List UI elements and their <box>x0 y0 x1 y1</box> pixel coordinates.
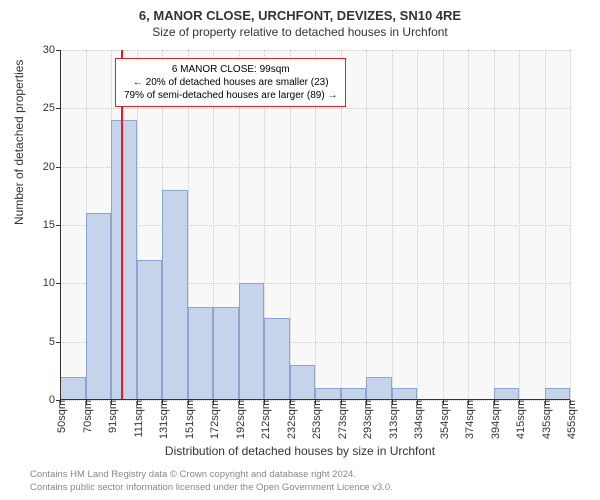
xtick-label: 70sqm <box>80 400 94 433</box>
histogram-bar <box>137 260 163 400</box>
y-axis-label: Number of detached properties <box>12 60 26 225</box>
histogram-bar <box>213 307 239 400</box>
xtick-label: 212sqm <box>258 400 272 439</box>
gridline-v <box>519 50 520 400</box>
footer-credits: Contains HM Land Registry data © Crown c… <box>30 469 393 494</box>
histogram-bar <box>264 318 290 400</box>
annotation-line2: ← 20% of detached houses are smaller (23… <box>124 76 337 89</box>
gridline-v <box>417 50 418 400</box>
xtick-label: 192sqm <box>233 400 247 439</box>
annotation-line3: 79% of semi-detached houses are larger (… <box>124 89 337 102</box>
xtick-label: 374sqm <box>462 400 476 439</box>
gridline-v <box>494 50 495 400</box>
histogram-bar <box>86 213 112 400</box>
title-subtitle: Size of property relative to detached ho… <box>0 23 600 39</box>
chart-container: 6, MANOR CLOSE, URCHFONT, DEVIZES, SN10 … <box>0 0 600 500</box>
x-axis-label: Distribution of detached houses by size … <box>0 444 600 458</box>
gridline-v <box>443 50 444 400</box>
xtick-label: 293sqm <box>360 400 374 439</box>
footer-line2: Contains public sector information licen… <box>30 482 393 494</box>
histogram-bar <box>188 307 214 400</box>
gridline-v <box>392 50 393 400</box>
histogram-bar <box>162 190 188 400</box>
title-address: 6, MANOR CLOSE, URCHFONT, DEVIZES, SN10 … <box>0 0 600 23</box>
xtick-label: 334sqm <box>411 400 425 439</box>
histogram-bar <box>111 120 137 400</box>
xtick-label: 415sqm <box>513 400 527 439</box>
gridline-v <box>545 50 546 400</box>
annotation-box: 6 MANOR CLOSE: 99sqm← 20% of detached ho… <box>115 58 346 107</box>
gridline-v <box>366 50 367 400</box>
histogram-bar <box>290 365 316 400</box>
annotation-line1: 6 MANOR CLOSE: 99sqm <box>124 63 337 76</box>
histogram-bar <box>60 377 86 400</box>
xtick-label: 111sqm <box>131 400 145 438</box>
xtick-label: 354sqm <box>437 400 451 439</box>
plot-area: 05101520253050sqm70sqm91sqm111sqm131sqm1… <box>60 50 570 400</box>
gridline-v <box>468 50 469 400</box>
xtick-label: 50sqm <box>54 400 68 433</box>
footer-line1: Contains HM Land Registry data © Crown c… <box>30 469 393 481</box>
xtick-label: 253sqm <box>309 400 323 439</box>
histogram-bar <box>239 283 265 400</box>
xtick-label: 232sqm <box>284 400 298 439</box>
xtick-label: 273sqm <box>335 400 349 439</box>
gridline-v <box>570 50 571 400</box>
xtick-label: 91sqm <box>105 400 119 433</box>
xtick-label: 151sqm <box>182 400 196 439</box>
xtick-label: 455sqm <box>564 400 578 439</box>
histogram-bar <box>366 377 392 400</box>
xtick-label: 172sqm <box>207 400 221 439</box>
xtick-label: 313sqm <box>386 400 400 439</box>
xtick-label: 394sqm <box>488 400 502 439</box>
xtick-label: 131sqm <box>156 400 170 439</box>
xtick-label: 435sqm <box>539 400 553 439</box>
